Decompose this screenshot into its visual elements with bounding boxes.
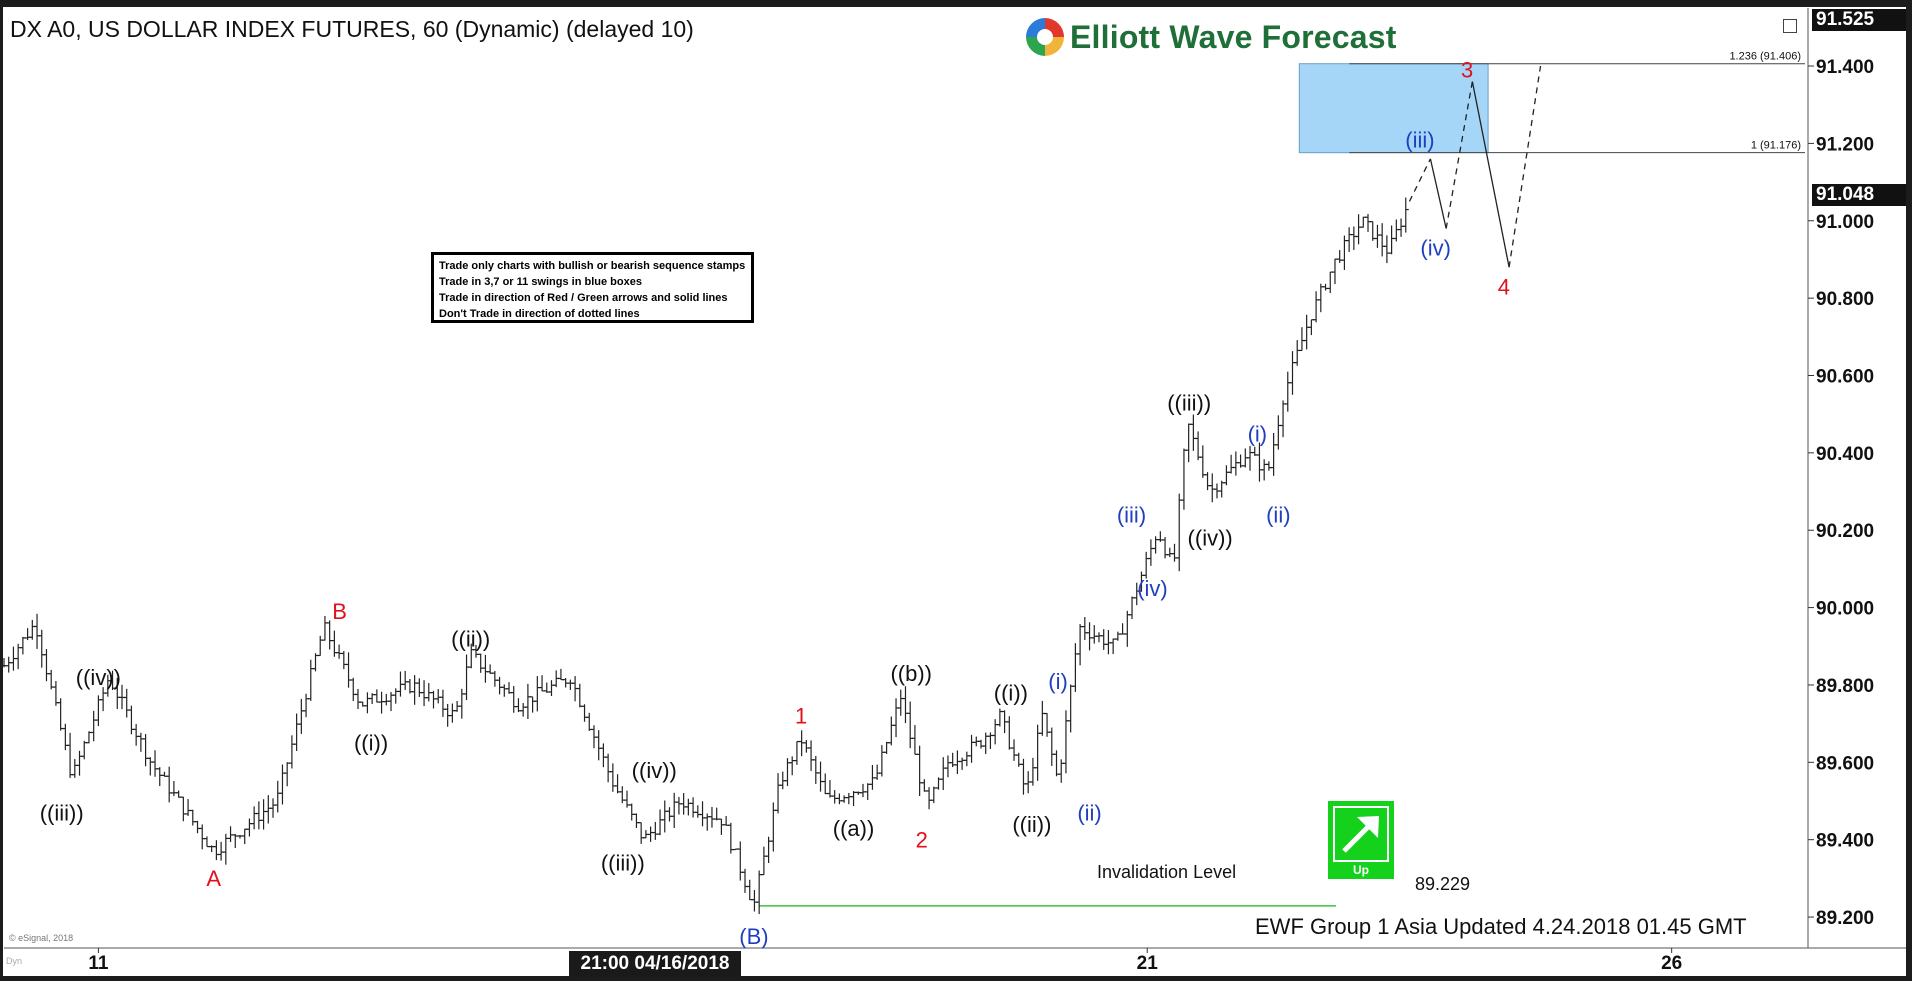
y-tick-label: 91.000 [1816,212,1874,233]
rule-line: Trade in direction of Red / Green arrows… [439,292,728,304]
up-label: Up [1353,863,1369,877]
copyright: © eSignal, 2018 [9,933,74,943]
wave-label: (iv) [1420,236,1451,261]
wave-label: ((iv)) [1188,526,1233,551]
wave-label: ((iv)) [632,758,677,783]
wave-label: 3 [1461,58,1473,83]
up-arrow-badge: Up [1328,801,1394,879]
invalidation-value: 89.229 [1415,874,1471,894]
wave-label: 2 [916,827,928,852]
y-tick-label: 91.400 [1816,57,1874,78]
top-price-tag: 91.525 [1812,9,1906,31]
wave-label: ((iv)) [76,665,121,690]
y-tick-label: 89.400 [1816,831,1874,852]
y-tick-label: 90.600 [1816,366,1874,387]
window-restore-icon[interactable] [1783,19,1797,33]
logo: Elliott Wave Forecast [1026,18,1397,56]
y-tick-label: 89.800 [1816,676,1874,697]
wave-label: ((iii)) [40,800,84,825]
fib-level-label: 1.236 (91.406) [1729,51,1801,63]
updated-stamp: EWF Group 1 Asia Updated 4.24.2018 01.45… [1255,914,1747,939]
projection-solid [1471,81,1510,268]
wave-label: 1 [795,704,807,729]
wave-label: ((a)) [833,816,875,841]
last-price-tag: 91.048 [1812,184,1906,206]
projection-solid [1429,158,1447,229]
wave-label: ((ii)) [451,626,490,651]
trading-rules-box: Trade only charts with bullish or bearis… [431,252,754,323]
up-arrow-frame [1333,806,1389,862]
projection-dashed [1408,158,1432,202]
rule-line: Don't Trade in direction of dotted lines [439,308,640,320]
arrow-up-right-icon [1342,816,1379,853]
wave-label: (ii) [1077,800,1101,825]
projection-dashed [1445,81,1474,229]
x-tick-label: 26 [1661,953,1682,974]
y-tick-label: 90.000 [1816,599,1874,620]
target-blue-box [1298,63,1489,154]
cursor-time-flag: 21:00 04/16/2018 [569,951,741,977]
y-tick-label: 91.200 [1816,134,1874,155]
logo-icon [1026,18,1064,56]
wave-label: (i) [1048,669,1068,694]
bottom-frame [0,976,1912,981]
wave-label: (ii) [1266,502,1290,527]
right-frame [1906,0,1912,981]
wave-label: (B) [739,924,768,949]
wave-label: ((ii)) [1012,812,1051,837]
wave-label: ((iii)) [1167,390,1211,415]
left-frame [0,0,3,981]
wave-label: (iii) [1405,127,1434,152]
top-frame [0,0,1912,7]
chart-title: DX A0, US DOLLAR INDEX FUTURES, 60 (Dyna… [10,16,694,42]
rule-line: Trade only charts with bullish or bearis… [439,260,746,272]
logo-text: Elliott Wave Forecast [1070,18,1397,55]
wave-label: ((iii)) [601,851,645,876]
wave-label: (iv) [1137,576,1168,601]
y-tick-label: 89.600 [1816,753,1874,774]
wave-label: ((i)) [354,731,388,756]
y-tick-label: 90.400 [1816,444,1874,465]
fib-level-label: 1 (91.176) [1751,140,1801,152]
rule-line: Trade in 3,7 or 11 swings in blue boxes [439,276,642,288]
y-tick-label: 90.200 [1816,521,1874,542]
dyn-label: Dyn [6,956,23,966]
wave-label: (iii) [1117,502,1146,527]
projection-dashed [1508,65,1542,268]
wave-label: (i) [1248,421,1268,446]
x-tick-label: 21 [1137,953,1159,974]
wave-label: ((i)) [994,680,1028,705]
wave-label: A [206,866,221,891]
x-tick-label: 11 [88,953,109,974]
wave-label: B [332,599,347,624]
wave-label: 4 [1498,274,1510,299]
invalidation-label: Invalidation Level [1097,862,1237,882]
wave-label: ((b)) [890,661,932,686]
y-tick-label: 90.800 [1816,289,1874,310]
y-tick-label: 89.200 [1816,908,1874,929]
